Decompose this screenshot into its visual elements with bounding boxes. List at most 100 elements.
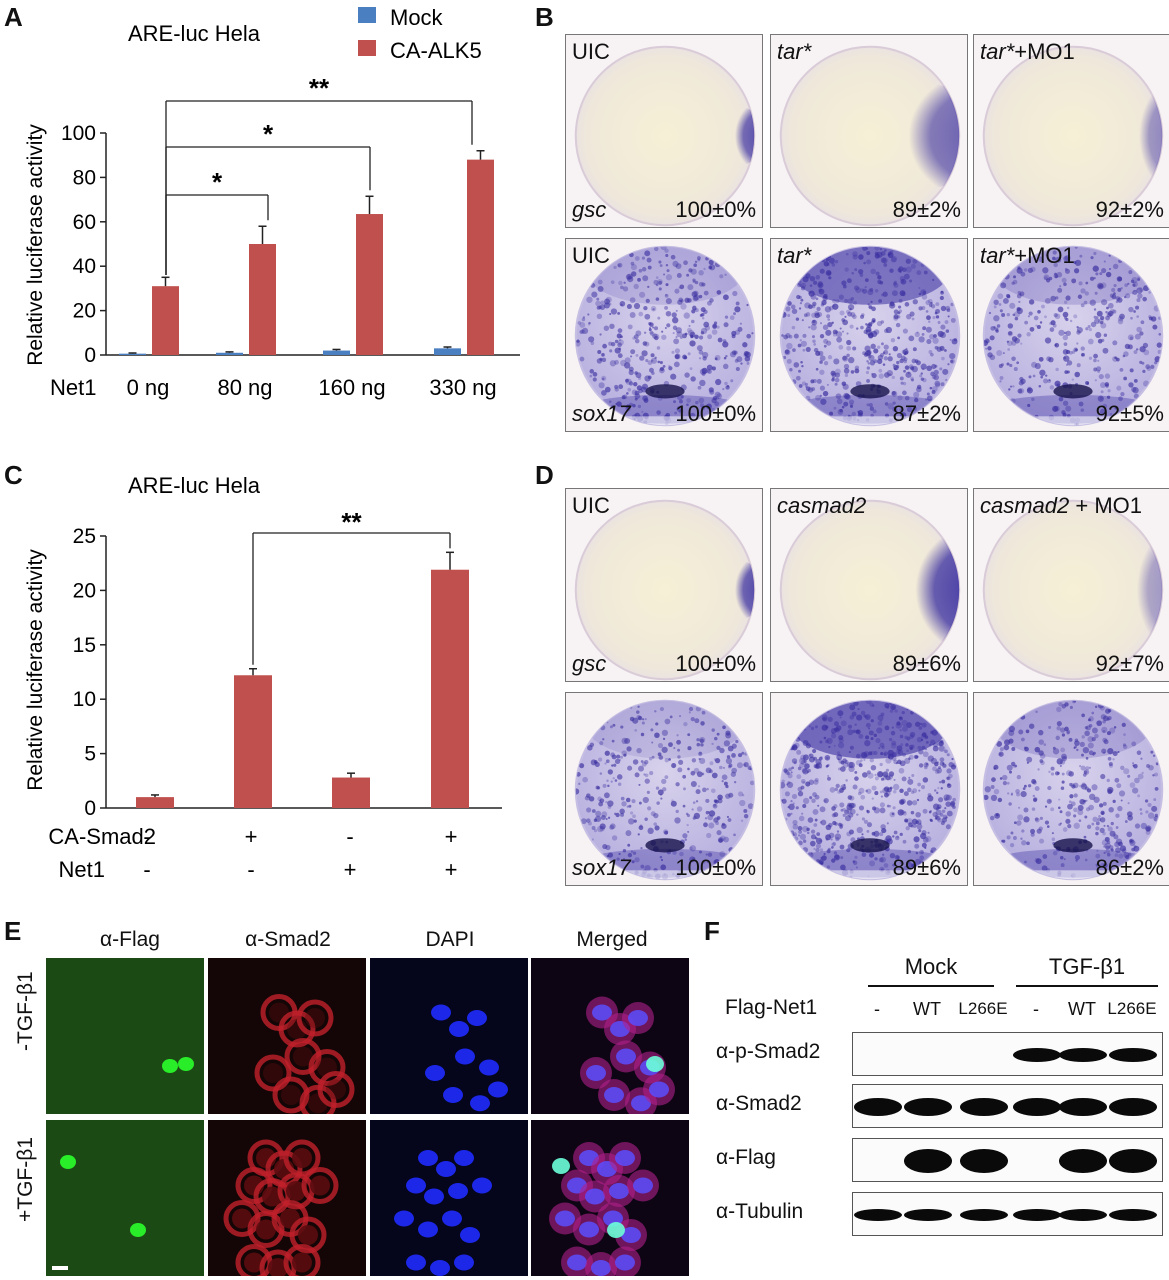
blot-antibody-label: α-Tubulin [716,1200,804,1223]
col-label-dapi: DAPI [425,928,475,951]
chart-c-ylabel: Relative luciferase activity [24,549,47,791]
embryo-stain-image [779,245,961,427]
embryo-stain-image [982,45,1164,227]
legend-swatch-ca-alk5 [358,40,376,56]
bar-luciferase [136,797,174,808]
col-label-alpha-smad2: α-Smad2 [245,928,331,951]
flag-net1-label: Flag-Net1 [725,996,818,1019]
blot-band [904,1209,952,1221]
micrograph-r1-c3 [370,958,528,1114]
chart-a-title: ARE-luc Hela [128,21,261,46]
chart-c-ytick-label: 10 [73,688,96,711]
blot-band [1109,1048,1157,1062]
chart-a: ARE-luc Hela Mock CA-ALK5 Relative lucif… [24,5,520,400]
embryo-condition-italic: tar* [777,39,812,64]
embryo-percentage: 92±5% [1095,401,1164,426]
embryo-stain-image [779,45,961,227]
blot-band [1059,1098,1107,1116]
blot-band [960,1098,1008,1116]
panel-b-embryo-top-2: tar* 89±2% [770,34,968,228]
panel-letter-c: C [4,460,23,490]
condition-symbol: + [445,857,458,882]
blot-bands [904,1149,1157,1173]
blot-band [854,1209,902,1221]
chart-c-row-label-net1: Net1 [59,857,105,882]
blot-band [1059,1149,1107,1173]
lane-label: WT [1068,999,1096,1019]
micrograph-cells [394,1150,492,1276]
embryo-percentage: 100±0% [675,651,756,676]
embryo-percentage: 87±2% [892,401,961,426]
panel-letter-d: D [535,460,554,490]
bar-ca-alk5 [249,244,276,355]
panel-d-embryo-bottom-1: sox17 100±0% [565,692,763,886]
group-label-mock: Mock [904,954,958,979]
chart-a-category-label: 80 ng [217,375,272,400]
row-label-plus-tgf: +TGF-β1 [14,1136,37,1222]
embryo-condition-label: UIC [572,39,610,65]
blot-band [1059,1048,1107,1062]
condition-symbol: - [247,857,254,882]
panel-letter-f: F [704,916,720,946]
lane-label: L266E [1107,999,1157,1018]
chart-c-ytick-label: 20 [73,579,96,602]
condition-symbol: - [143,824,150,849]
embryo-percentage: 100±0% [675,855,756,880]
panel-b-embryo-bottom-1: UIC sox17 100±0% [565,238,763,432]
legend-label-mock: Mock [390,5,444,30]
group-underline-tgf [1016,985,1158,987]
condition-symbol: + [344,857,357,882]
embryo-condition-label: tar* [777,39,811,65]
group-label-tgf: TGF-β1 [1048,954,1126,979]
significance-label: ** [309,73,330,103]
embryo-percentage: 100±0% [675,401,756,426]
panel-d-embryo-top-2: casmad2 89±6% [770,488,968,682]
embryo-gene-label: sox17 [572,855,631,880]
chart-a-row-label: Net1 [50,375,96,400]
embryo-condition-text: + MO1 [1069,493,1143,518]
embryo-gene-label: sox17 [572,401,631,426]
chart-c-ytick-label: 15 [73,634,96,657]
embryo-percentage: 92±2% [1095,197,1164,222]
panel-letter-b: B [535,2,554,32]
bar-luciferase [332,777,370,808]
lane-label: WT [913,999,941,1019]
embryo-condition-text: UIC [572,39,610,64]
blot-band [1109,1098,1157,1116]
significance-label: * [212,167,223,197]
significance-label: ** [341,507,362,537]
lane-label: - [1033,999,1039,1019]
panel-d-embryo-bottom-3: 86±2% [973,692,1169,886]
panel-b-embryo-bottom-3: tar*+MO1 92±5% [973,238,1169,432]
embryo-percentage: 89±2% [892,197,961,222]
blot-antibody-label: α-Flag [716,1146,776,1169]
embryo-condition-italic: casmad2 [777,493,867,518]
condition-symbol: + [245,824,258,849]
chart-a-category-label: 160 ng [318,375,385,400]
embryo-condition-label: casmad2 + MO1 [980,493,1142,519]
blot-band [854,1098,902,1116]
blot-bands [854,1098,1157,1116]
micrograph-cells [549,1142,659,1276]
chart-c-ytick-label: 5 [84,743,96,766]
scale-bar [52,1266,68,1270]
micrograph-cells [223,1139,339,1276]
condition-symbol: + [445,824,458,849]
micrograph-cells [580,996,675,1114]
micrograph-r2-c3 [370,1120,528,1276]
condition-symbol: - [143,857,150,882]
embryo-condition-label: UIC [572,243,610,269]
embryo-condition-label: casmad2 [777,493,866,519]
chart-a-ytick-label: 60 [73,211,96,234]
micrograph-cells [60,1155,146,1237]
lane-label: - [874,999,880,1019]
embryo-stain-image [982,499,1164,681]
blot-antibody-label: α-p-Smad2 [716,1040,821,1063]
micrograph-r1-c1 [46,958,204,1114]
panel-d-embryo-top-3: casmad2 + MO1 92±7% [973,488,1169,682]
blot-strip [852,1084,1163,1128]
embryo-percentage: 86±2% [1095,855,1164,880]
chart-a-ytick-label: 80 [73,166,96,189]
legend-swatch-mock [358,7,376,23]
bar-ca-alk5 [152,286,179,355]
